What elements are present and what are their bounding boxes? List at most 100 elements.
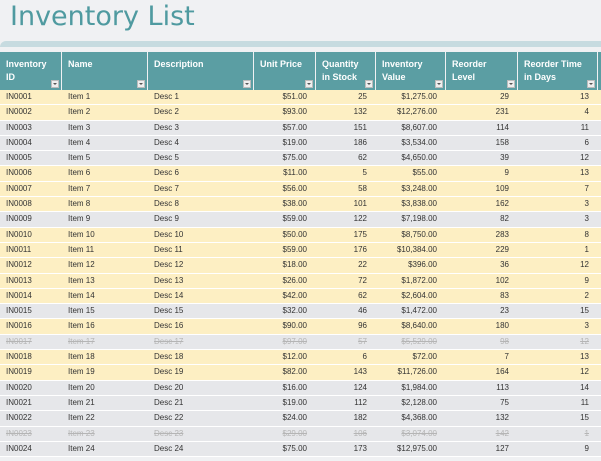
description-cell[interactable]: Desc 20: [154, 382, 184, 392]
description-cell[interactable]: Desc 18: [154, 352, 184, 362]
inventory-id-cell[interactable]: IN0004: [6, 137, 32, 147]
reorder-days-cell[interactable]: 12: [580, 260, 589, 270]
description-cell[interactable]: Desc 3: [154, 122, 179, 132]
unit-price-cell[interactable]: $26.00: [282, 275, 307, 285]
inventory-id-cell[interactable]: IN0024: [6, 443, 32, 453]
filter-dropdown-icon[interactable]: [507, 80, 515, 88]
description-cell[interactable]: Desc 16: [154, 321, 184, 331]
inventory-value-cell[interactable]: $4,368.00: [401, 413, 437, 423]
name-cell[interactable]: Item 12: [68, 260, 95, 270]
inventory-value-cell[interactable]: $3,248.00: [401, 183, 437, 193]
unit-price-cell[interactable]: $32.00: [282, 306, 307, 316]
inventory-value-cell[interactable]: $3,074.00: [401, 428, 437, 438]
inventory-value-cell[interactable]: $12,975.00: [396, 443, 437, 453]
quantity-cell[interactable]: 124: [353, 382, 367, 392]
quantity-cell[interactable]: 151: [353, 122, 367, 132]
reorder-level-cell[interactable]: 162: [495, 199, 509, 209]
inventory-value-cell[interactable]: $3,838.00: [401, 199, 437, 209]
name-cell[interactable]: Item 8: [68, 199, 91, 209]
name-cell[interactable]: Item 23: [68, 428, 95, 438]
unit-price-cell[interactable]: $56.00: [282, 183, 307, 193]
quantity-cell[interactable]: 57: [358, 336, 367, 346]
filter-dropdown-icon[interactable]: [365, 80, 373, 88]
reorder-days-cell[interactable]: 1: [584, 428, 589, 438]
table-row[interactable]: IN0012 Item 12 Desc 12 $18.00 22 $396.00 36 12: [0, 258, 601, 274]
reorder-level-cell[interactable]: 132: [495, 413, 509, 423]
quantity-cell[interactable]: 58: [358, 183, 367, 193]
reorder-days-cell[interactable]: 15: [580, 306, 589, 316]
description-cell[interactable]: Desc 21: [154, 397, 184, 407]
reorder-level-cell[interactable]: 82: [500, 214, 509, 224]
reorder-level-cell[interactable]: 229: [495, 244, 509, 254]
table-row[interactable]: IN0010 Item 10 Desc 10 $50.00 175 $8,750.00 28…: [0, 227, 601, 243]
reorder-level-cell[interactable]: 9: [504, 168, 509, 178]
quantity-cell[interactable]: 173: [353, 443, 367, 453]
inventory-value-cell[interactable]: $72.00: [412, 352, 437, 362]
description-cell[interactable]: Desc 23: [154, 428, 184, 438]
name-cell[interactable]: Item 1: [68, 92, 91, 101]
table-row[interactable]: IN0008 Item 8 Desc 8 $38.00 101 $3,838.00 162 3: [0, 197, 601, 213]
inventory-id-cell[interactable]: IN0019: [6, 367, 32, 377]
table-row[interactable]: IN0021 Item 21 Desc 21 $19.00 112 $2,128.00 75…: [0, 395, 601, 412]
name-cell[interactable]: Item 6: [68, 168, 91, 178]
column-header-reorder-level[interactable]: Reorder Level: [446, 52, 517, 90]
name-cell[interactable]: Item 16: [68, 321, 95, 331]
name-cell[interactable]: Item 7: [68, 183, 91, 193]
description-cell[interactable]: Desc 15: [154, 306, 184, 316]
reorder-level-cell[interactable]: 36: [500, 260, 509, 270]
inventory-value-cell[interactable]: $8,750.00: [401, 229, 437, 239]
filter-dropdown-icon[interactable]: [243, 80, 251, 88]
inventory-value-cell[interactable]: $1,472.00: [401, 306, 437, 316]
quantity-cell[interactable]: 122: [353, 214, 367, 224]
reorder-days-cell[interactable]: 9: [584, 275, 589, 285]
filter-dropdown-icon[interactable]: [435, 80, 443, 88]
description-cell[interactable]: Desc 5: [154, 153, 179, 163]
description-cell[interactable]: Desc 14: [154, 290, 184, 300]
table-row[interactable]: IN0001 Item 1 Desc 1 $51.00 25 $1,275.00 29 13: [0, 90, 601, 106]
inventory-id-cell[interactable]: IN0021: [6, 397, 32, 407]
reorder-level-cell[interactable]: 114: [496, 122, 509, 132]
reorder-days-cell[interactable]: 11: [580, 397, 589, 407]
unit-price-cell[interactable]: $50.00: [282, 229, 307, 239]
table-row[interactable]: IN0020 Item 20 Desc 20 $16.00 124 $1,984.00 11…: [0, 380, 601, 396]
reorder-days-cell[interactable]: 7: [584, 183, 589, 193]
reorder-level-cell[interactable]: 83: [500, 290, 509, 300]
inventory-value-cell[interactable]: $10,384.00: [396, 244, 437, 254]
description-cell[interactable]: Desc 12: [154, 260, 184, 270]
inventory-value-cell[interactable]: $1,275.00: [401, 92, 437, 101]
inventory-id-cell[interactable]: IN0008: [6, 199, 32, 209]
table-row[interactable]: IN0023 Item 23 Desc 23 $29.00 106 $3,074.00 14…: [0, 426, 601, 442]
quantity-cell[interactable]: 62: [358, 153, 367, 163]
inventory-id-cell[interactable]: IN0003: [6, 122, 32, 132]
inventory-value-cell[interactable]: $396.00: [408, 260, 437, 270]
reorder-days-cell[interactable]: 4: [584, 107, 589, 117]
inventory-id-cell[interactable]: IN0006: [6, 168, 32, 178]
unit-price-cell[interactable]: $90.00: [282, 321, 307, 331]
table-row[interactable]: IN0013 Item 13 Desc 13 $26.00 72 $1,872.00 102…: [0, 273, 601, 289]
quantity-cell[interactable]: 175: [353, 229, 367, 239]
description-cell[interactable]: Desc 10: [154, 229, 184, 239]
unit-price-cell[interactable]: $18.00: [282, 260, 307, 270]
table-row[interactable]: IN0005 Item 5 Desc 5 $75.00 62 $4,650.00 39 12: [0, 151, 601, 167]
quantity-cell[interactable]: 101: [353, 199, 367, 209]
name-cell[interactable]: Item 5: [68, 153, 91, 163]
unit-price-cell[interactable]: $97.00: [282, 336, 307, 346]
reorder-level-cell[interactable]: 23: [500, 306, 509, 316]
column-header-name[interactable]: Name: [62, 52, 147, 90]
reorder-days-cell[interactable]: 11: [580, 122, 589, 132]
reorder-days-cell[interactable]: 3: [584, 321, 589, 331]
unit-price-cell[interactable]: $12.00: [282, 352, 307, 362]
name-cell[interactable]: Item 11: [68, 244, 95, 254]
column-header-inventory-value[interactable]: Inventory Value: [376, 52, 445, 90]
column-header-inventory-id[interactable]: Inventory ID: [0, 52, 61, 90]
inventory-id-cell[interactable]: IN0015: [6, 306, 32, 316]
name-cell[interactable]: Item 22: [68, 413, 95, 423]
unit-price-cell[interactable]: $16.00: [282, 382, 307, 392]
inventory-id-cell[interactable]: IN0023: [6, 428, 32, 438]
reorder-days-cell[interactable]: 13: [580, 92, 589, 101]
quantity-cell[interactable]: 143: [353, 367, 367, 377]
name-cell[interactable]: Item 20: [68, 382, 95, 392]
column-header-reorder-time-in-days[interactable]: Reorder Time in Days: [518, 52, 597, 90]
quantity-cell[interactable]: 132: [353, 107, 367, 117]
reorder-level-cell[interactable]: 109: [495, 183, 509, 193]
